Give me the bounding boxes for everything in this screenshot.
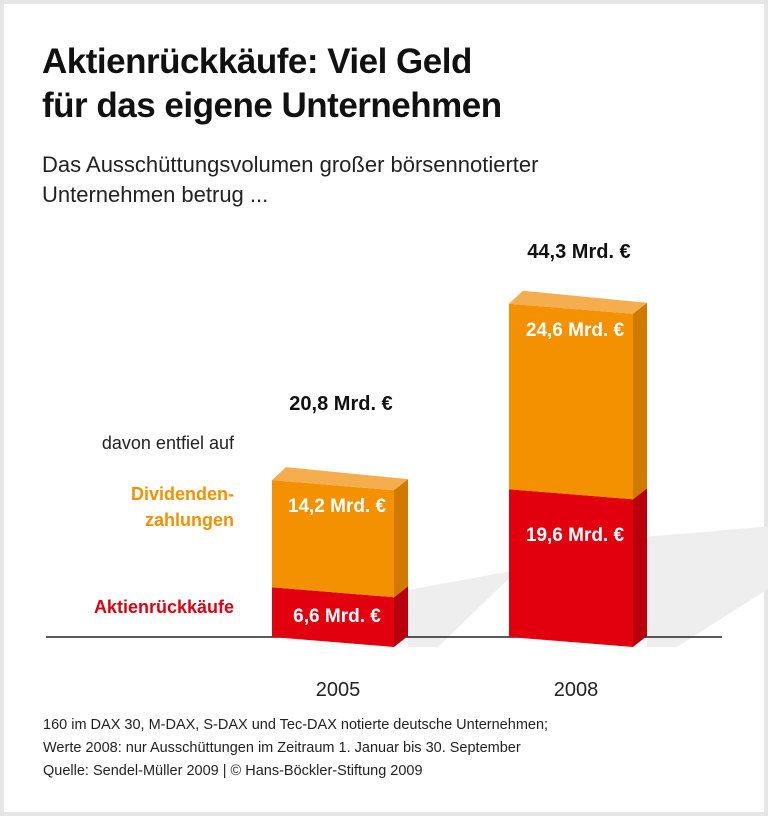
legend-intro: davon entfiel auf <box>102 433 235 453</box>
title-line-2: für das eigene Unternehmen <box>42 86 502 125</box>
title-line-1: Aktienrückkäufe: Viel Geld <box>42 42 472 81</box>
x-tick-2005: 2005 <box>316 679 361 701</box>
bar-top-2008 <box>509 290 647 314</box>
chart-title: Aktienrückkäufe: Viel Geld für das eigene… <box>42 40 502 128</box>
legend-buybacks: Aktienrückkäufe <box>94 597 234 617</box>
footnote-2: Werte 2008: nur Ausschüttungen im Zeitra… <box>43 740 521 756</box>
legend-dividends-line1: Dividenden- <box>131 484 234 504</box>
footnote-1: 160 im DAX 30, M-DAX, S-DAX und Tec-DAX … <box>43 717 549 733</box>
total-label-2005: 20,8 Mrd. € <box>289 393 392 415</box>
subtitle-line-2: Unternehmen betrug ... <box>42 182 269 207</box>
bar-shadow-2005 <box>408 569 518 647</box>
chart-footer: 160 im DAX 30, M-DAX, S-DAX und Tec-DAX … <box>43 714 548 783</box>
total-label-2008: 44,3 Mrd. € <box>527 241 630 263</box>
bar-side-2008-1 <box>633 302 647 500</box>
chart-subtitle: Das Ausschüttungsvolumen großer börsenno… <box>42 150 538 210</box>
value-label-2005-0: 6,6 Mrd. € <box>293 606 381 627</box>
x-tick-2008: 2008 <box>554 679 599 701</box>
source-note: Quelle: Sendel-Müller 2009 | © Hans-Böck… <box>43 763 423 779</box>
bar-segment-2008-1 <box>509 303 633 500</box>
bar-segment-2005-0 <box>272 587 394 647</box>
subtitle-line-1: Das Ausschüttungsvolumen großer börsenno… <box>42 152 539 177</box>
bar-side-2005-1 <box>394 479 408 598</box>
bar-shadow-2008 <box>647 526 768 647</box>
value-label-2008-0: 19,6 Mrd. € <box>526 525 625 546</box>
legend-dividends-line2: zahlungen <box>145 510 234 530</box>
bar-side-2008-0 <box>633 488 647 647</box>
bar-side-2005-0 <box>394 586 408 647</box>
value-label-2005-1: 14,2 Mrd. € <box>288 496 387 517</box>
bar-top-2005 <box>272 467 408 491</box>
bar-segment-2005-1 <box>272 480 394 598</box>
value-label-2008-1: 24,6 Mrd. € <box>526 320 625 341</box>
bar-segment-2008-0 <box>509 489 633 647</box>
